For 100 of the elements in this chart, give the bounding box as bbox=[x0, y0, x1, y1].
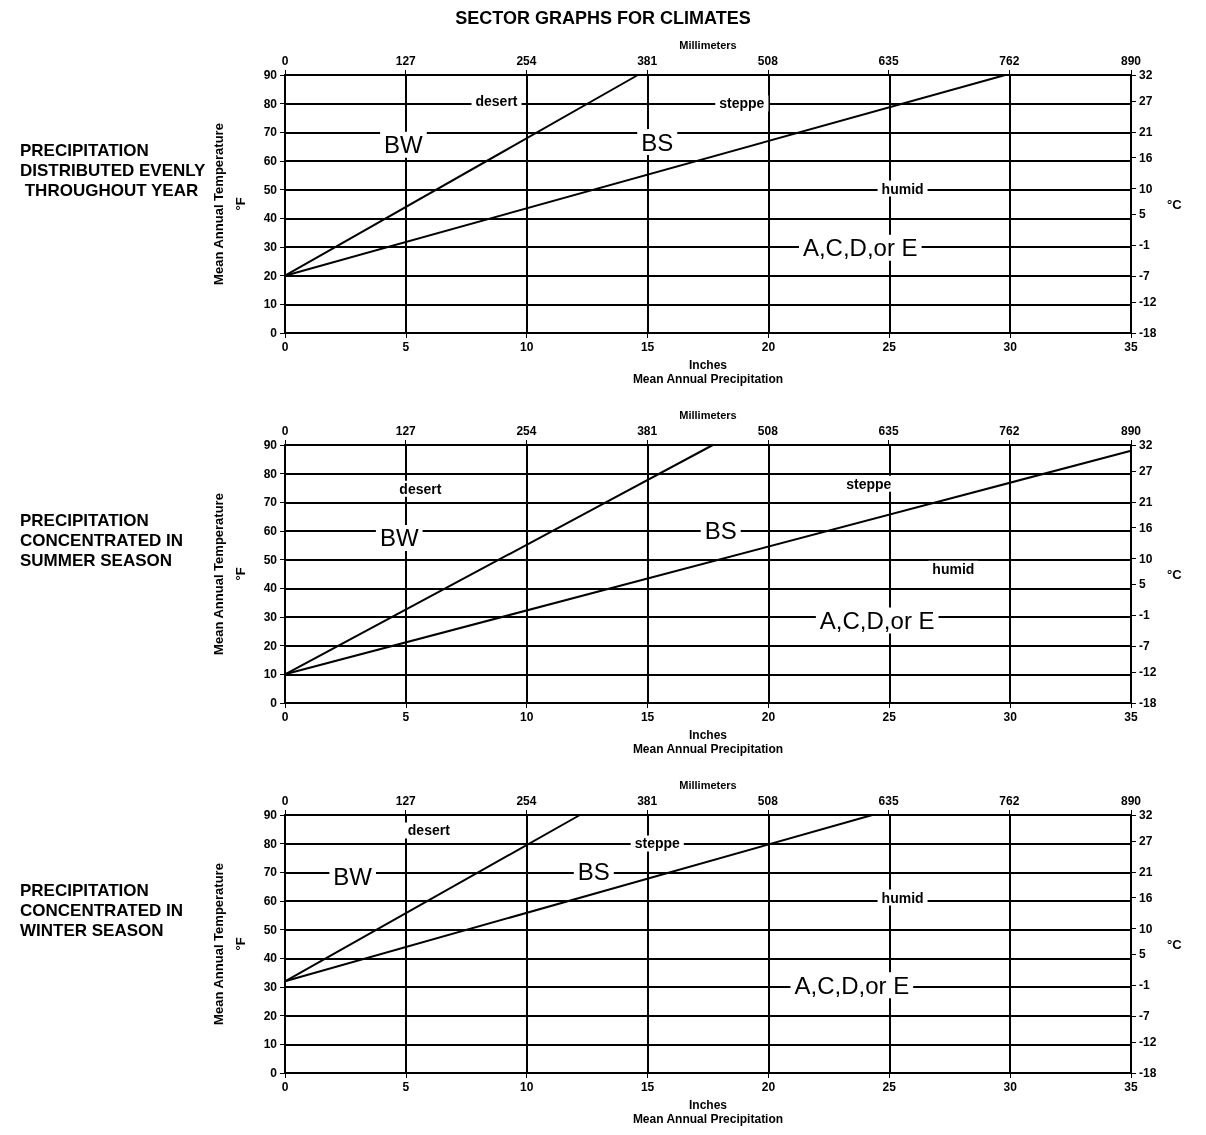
annotation: BW bbox=[384, 131, 424, 159]
x-tick-label: 5 bbox=[402, 1080, 410, 1094]
x-tick-label: 15 bbox=[640, 340, 655, 354]
x2-tick-label: 381 bbox=[637, 54, 658, 68]
x2-tick-label: 254 bbox=[516, 794, 537, 808]
y-tick-label: 40 bbox=[263, 211, 278, 226]
y2-tick-label: 10 bbox=[1139, 181, 1153, 196]
y2-tick-label: 32 bbox=[1139, 438, 1153, 452]
x-tick-label: 20 bbox=[761, 1080, 776, 1094]
y-tick-label: 30 bbox=[263, 610, 278, 624]
y-tick-label: 60 bbox=[263, 154, 278, 168]
y2-tick-label: -18 bbox=[1139, 1066, 1157, 1080]
y2-axis-title: °C bbox=[1167, 936, 1183, 952]
x2-tick-label: 635 bbox=[878, 54, 899, 68]
annotation: steppe bbox=[634, 835, 681, 852]
x2-tick-label: 508 bbox=[757, 424, 779, 438]
y-tick-label: 80 bbox=[263, 96, 278, 111]
annotation: humid bbox=[881, 889, 924, 906]
y2-tick-label: -18 bbox=[1139, 696, 1157, 710]
y-tick-label: 70 bbox=[263, 495, 278, 510]
x-tick-label: 30 bbox=[1003, 340, 1018, 354]
x-tick-label: 10 bbox=[520, 710, 534, 724]
x2-tick-label: 635 bbox=[878, 424, 899, 438]
x2-tick-label: 381 bbox=[637, 794, 658, 808]
y-tick-label: 90 bbox=[263, 808, 278, 822]
x-axis-title: Inches Mean Annual Precipitation bbox=[632, 1097, 784, 1126]
annotation: desert bbox=[407, 822, 451, 839]
y-tick-label: 20 bbox=[263, 638, 278, 653]
x2-tick-label: 890 bbox=[1120, 794, 1142, 808]
y2-tick-label: 5 bbox=[1139, 577, 1146, 592]
x2-tick-label: 762 bbox=[999, 54, 1020, 68]
annotation: steppe bbox=[846, 475, 892, 492]
text: PRECIPITATION CONCENTRATED IN WINTER SEASON bbox=[20, 880, 188, 940]
y-tick-label: 0 bbox=[270, 1066, 278, 1080]
x-tick-label: 30 bbox=[1003, 1080, 1018, 1094]
y-tick-label: 10 bbox=[263, 1037, 278, 1052]
y-tick-label: 70 bbox=[263, 865, 278, 880]
y-tick-label: 40 bbox=[263, 581, 278, 596]
y-tick-label: 80 bbox=[263, 836, 278, 851]
annotation: A,C,D,or E bbox=[802, 234, 918, 262]
x-tick-label: 15 bbox=[640, 1080, 655, 1094]
x-tick-label: 20 bbox=[761, 710, 776, 724]
y2-tick-label: -1 bbox=[1139, 238, 1150, 253]
y-axis-title: Mean Annual Temperature °F bbox=[210, 123, 248, 285]
annotation: steppe bbox=[719, 95, 765, 112]
y-axis-title: Mean Annual Temperature °F bbox=[210, 863, 248, 1025]
y-tick-label: 0 bbox=[270, 326, 278, 340]
x-tick-label: 35 bbox=[1124, 340, 1138, 354]
x-tick-label: 0 bbox=[281, 710, 289, 724]
y2-tick-label: -12 bbox=[1139, 665, 1157, 680]
annotation: desert bbox=[475, 92, 518, 109]
y2-tick-label: 16 bbox=[1139, 890, 1153, 905]
annotation: desert bbox=[399, 480, 442, 497]
y-tick-label: 10 bbox=[263, 297, 278, 312]
text: PRECIPITATION CONCENTRATED IN SUMMER SEASON bbox=[20, 510, 188, 570]
y2-tick-label: 16 bbox=[1139, 150, 1153, 165]
y-tick-label: 20 bbox=[263, 1008, 278, 1023]
y2-tick-label: 21 bbox=[1139, 494, 1153, 509]
x2-tick-label: 508 bbox=[757, 794, 779, 808]
x-tick-label: 5 bbox=[402, 710, 410, 724]
x2-tick-label: 381 bbox=[637, 424, 658, 438]
y-tick-label: 50 bbox=[263, 182, 278, 197]
y2-tick-label: 10 bbox=[1139, 551, 1153, 566]
y2-tick-label: 5 bbox=[1139, 947, 1146, 962]
x-tick-label: 25 bbox=[882, 340, 897, 354]
x2-tick-label: 890 bbox=[1120, 424, 1142, 438]
y2-tick-label: 27 bbox=[1139, 833, 1153, 848]
x-tick-label: 0 bbox=[281, 340, 289, 354]
y2-tick-label: 16 bbox=[1139, 520, 1153, 535]
y-tick-label: 60 bbox=[263, 524, 278, 538]
y2-tick-label: 32 bbox=[1139, 68, 1153, 82]
y-tick-label: 20 bbox=[263, 268, 278, 283]
x2-axis-title: Millimeters bbox=[679, 38, 737, 51]
x-tick-label: 15 bbox=[640, 710, 655, 724]
y-tick-label: 10 bbox=[263, 667, 278, 682]
y-tick-label: 30 bbox=[263, 240, 278, 254]
y2-tick-label: 27 bbox=[1139, 93, 1153, 108]
annotation: humid bbox=[881, 180, 924, 197]
y2-tick-label: -1 bbox=[1139, 978, 1150, 993]
x2-axis-title: Millimeters bbox=[679, 778, 737, 791]
y2-tick-label: -12 bbox=[1139, 1035, 1157, 1050]
x-tick-label: 5 bbox=[402, 340, 410, 354]
annotation: BS bbox=[577, 858, 610, 886]
y-tick-label: 40 bbox=[263, 951, 278, 966]
annotation: BS bbox=[641, 128, 674, 156]
y-tick-label: 50 bbox=[263, 552, 278, 567]
x2-tick-label: 127 bbox=[395, 794, 417, 808]
x2-tick-label: 762 bbox=[999, 424, 1020, 438]
x-axis-title: Inches Mean Annual Precipitation bbox=[632, 357, 784, 386]
annotation: BW bbox=[333, 863, 373, 891]
y-tick-label: 60 bbox=[263, 894, 278, 908]
y2-tick-label: -1 bbox=[1139, 608, 1150, 623]
chart-title: SECTOR GRAPHS FOR CLIMATES bbox=[455, 8, 751, 28]
x-tick-label: 20 bbox=[761, 340, 776, 354]
x-tick-label: 0 bbox=[281, 1080, 289, 1094]
y-tick-label: 0 bbox=[270, 696, 278, 710]
annotation: humid bbox=[932, 560, 975, 577]
x2-tick-label: 508 bbox=[757, 54, 779, 68]
annotation: A,C,D,or E bbox=[819, 606, 935, 634]
x2-tick-label: 0 bbox=[281, 54, 289, 68]
